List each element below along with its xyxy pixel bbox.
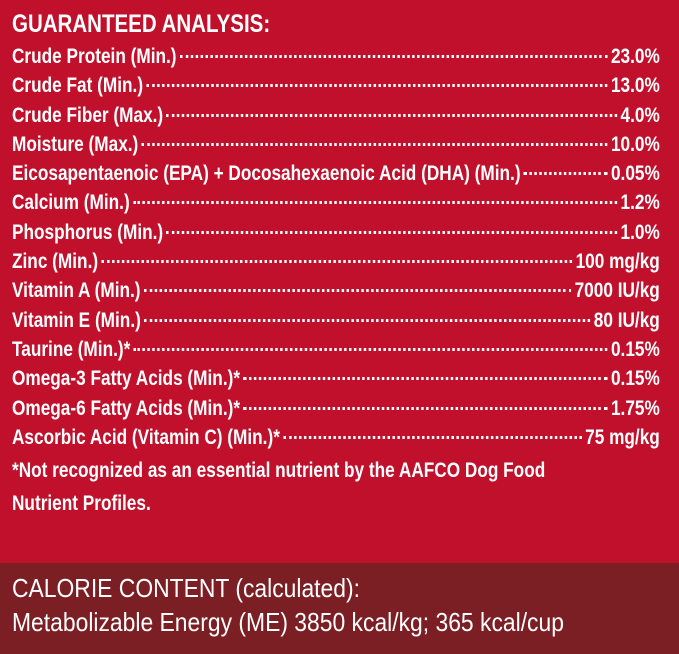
nutrient-row: Omega-3 Fatty Acids (Min.)* 0.15% (12, 364, 660, 393)
nutrient-label: Omega-6 Fatty Acids (Min.)* (12, 396, 241, 420)
nutrient-value: 75 mg/kg (585, 425, 660, 449)
calorie-heading: CALORIE CONTENT (calculated): (12, 573, 360, 603)
nutrient-value: 7000 IU/kg (574, 279, 660, 303)
footnote-line: Nutrient Profiles. (12, 492, 151, 516)
nutrient-label: Vitamin E (Min.) (12, 308, 141, 332)
nutrient-row: Omega-6 Fatty Acids (Min.)* 1.75% (12, 394, 660, 423)
nutrient-label: Crude Fiber (Max.) (12, 103, 164, 127)
dot-leader (143, 289, 572, 293)
dot-leader (133, 347, 608, 351)
nutrient-row: Moisture (Max.) 10.0% (12, 130, 660, 159)
nutrient-value: 23.0% (610, 45, 660, 68)
nutrient-row: Vitamin A (Min.) 7000 IU/kg (12, 276, 660, 305)
nutrient-label: Eicosapentaenoic (EPA) + Docosahexaenoic… (12, 162, 521, 186)
nutrient-label: Vitamin A (Min.) (12, 279, 141, 303)
nutrient-value: 13.0% (610, 74, 660, 98)
nutrient-value: 0.05% (610, 162, 660, 186)
dot-leader (243, 377, 608, 381)
nutrient-list: Crude Protein (Min.) 23.0% Crude Fat (Min.… (12, 42, 660, 452)
nutrient-row: Crude Fat (Min.) 13.0% (12, 71, 660, 100)
nutrient-label: Omega-3 Fatty Acids (Min.)* (12, 367, 241, 391)
nutrient-row: Calcium (Min.) 1.2% (12, 188, 660, 217)
nutrient-row: Eicosapentaenoic (EPA) + Docosahexaenoic… (12, 159, 660, 188)
guaranteed-analysis: GUARANTEED ANALYSIS: Crude Protein (Min.… (12, 6, 660, 520)
nutrient-label: Phosphorus (Min.) (12, 220, 164, 244)
dot-leader (146, 84, 608, 88)
section-title: GUARANTEED ANALYSIS: (12, 10, 271, 38)
dot-leader (141, 142, 608, 146)
nutrient-row: Taurine (Min.)* 0.15% (12, 335, 660, 364)
nutrient-value: 1.75% (610, 396, 660, 420)
nutrient-value: 1.2% (620, 191, 660, 215)
dot-leader (144, 318, 591, 322)
dot-leader (243, 406, 608, 410)
dot-leader (179, 55, 608, 58)
nutrient-row: Phosphorus (Min.) 1.0% (12, 218, 660, 247)
nutrient-label: Moisture (Max.) (12, 132, 139, 156)
calorie-band: CALORIE CONTENT (calculated): Metaboliza… (0, 563, 679, 654)
dot-leader (132, 201, 618, 205)
nutrient-row: Vitamin E (Min.) 80 IU/kg (12, 306, 660, 335)
nutrient-value: 1.0% (620, 220, 660, 244)
nutrient-label: Zinc (Min.) (12, 250, 99, 274)
nutrient-row: Ascorbic Acid (Vitamin C) (Min.)* 75 mg/k… (12, 423, 660, 452)
footnote-line: *Not recognized as an essential nutrient… (12, 459, 546, 483)
dot-leader (166, 113, 618, 117)
nutrient-label: Ascorbic Acid (Vitamin C) (Min.)* (12, 425, 280, 449)
nutrient-label: Crude Fat (Min.) (12, 74, 144, 98)
nutrient-value: 0.15% (610, 337, 660, 361)
dot-leader (166, 230, 618, 234)
nutrient-value: 10.0% (610, 132, 660, 156)
calorie-text: Metabolizable Energy (ME) 3850 kcal/kg; … (12, 607, 564, 637)
nutrient-value: 80 IU/kg (593, 308, 660, 332)
nutrient-label: Crude Protein (Min.) (12, 45, 177, 68)
dot-leader (523, 172, 608, 176)
nutrient-value: 4.0% (620, 103, 660, 127)
nutrient-label: Taurine (Min.)* (12, 337, 131, 361)
footnote: *Not recognized as an essential nutrient… (12, 454, 660, 520)
calorie-content: CALORIE CONTENT (calculated): Metaboliza… (12, 571, 679, 639)
nutrient-value: 0.15% (610, 367, 660, 391)
nutrient-value: 100 mg/kg (575, 250, 660, 274)
nutrient-row: Zinc (Min.) 100 mg/kg (12, 247, 660, 276)
nutrient-label: Calcium (Min.) (12, 191, 130, 215)
nutrient-row: Crude Fiber (Max.) 4.0% (12, 101, 660, 130)
dot-leader (101, 260, 573, 264)
nutrient-row: Crude Protein (Min.) 23.0% (12, 42, 660, 71)
dot-leader (283, 435, 582, 439)
